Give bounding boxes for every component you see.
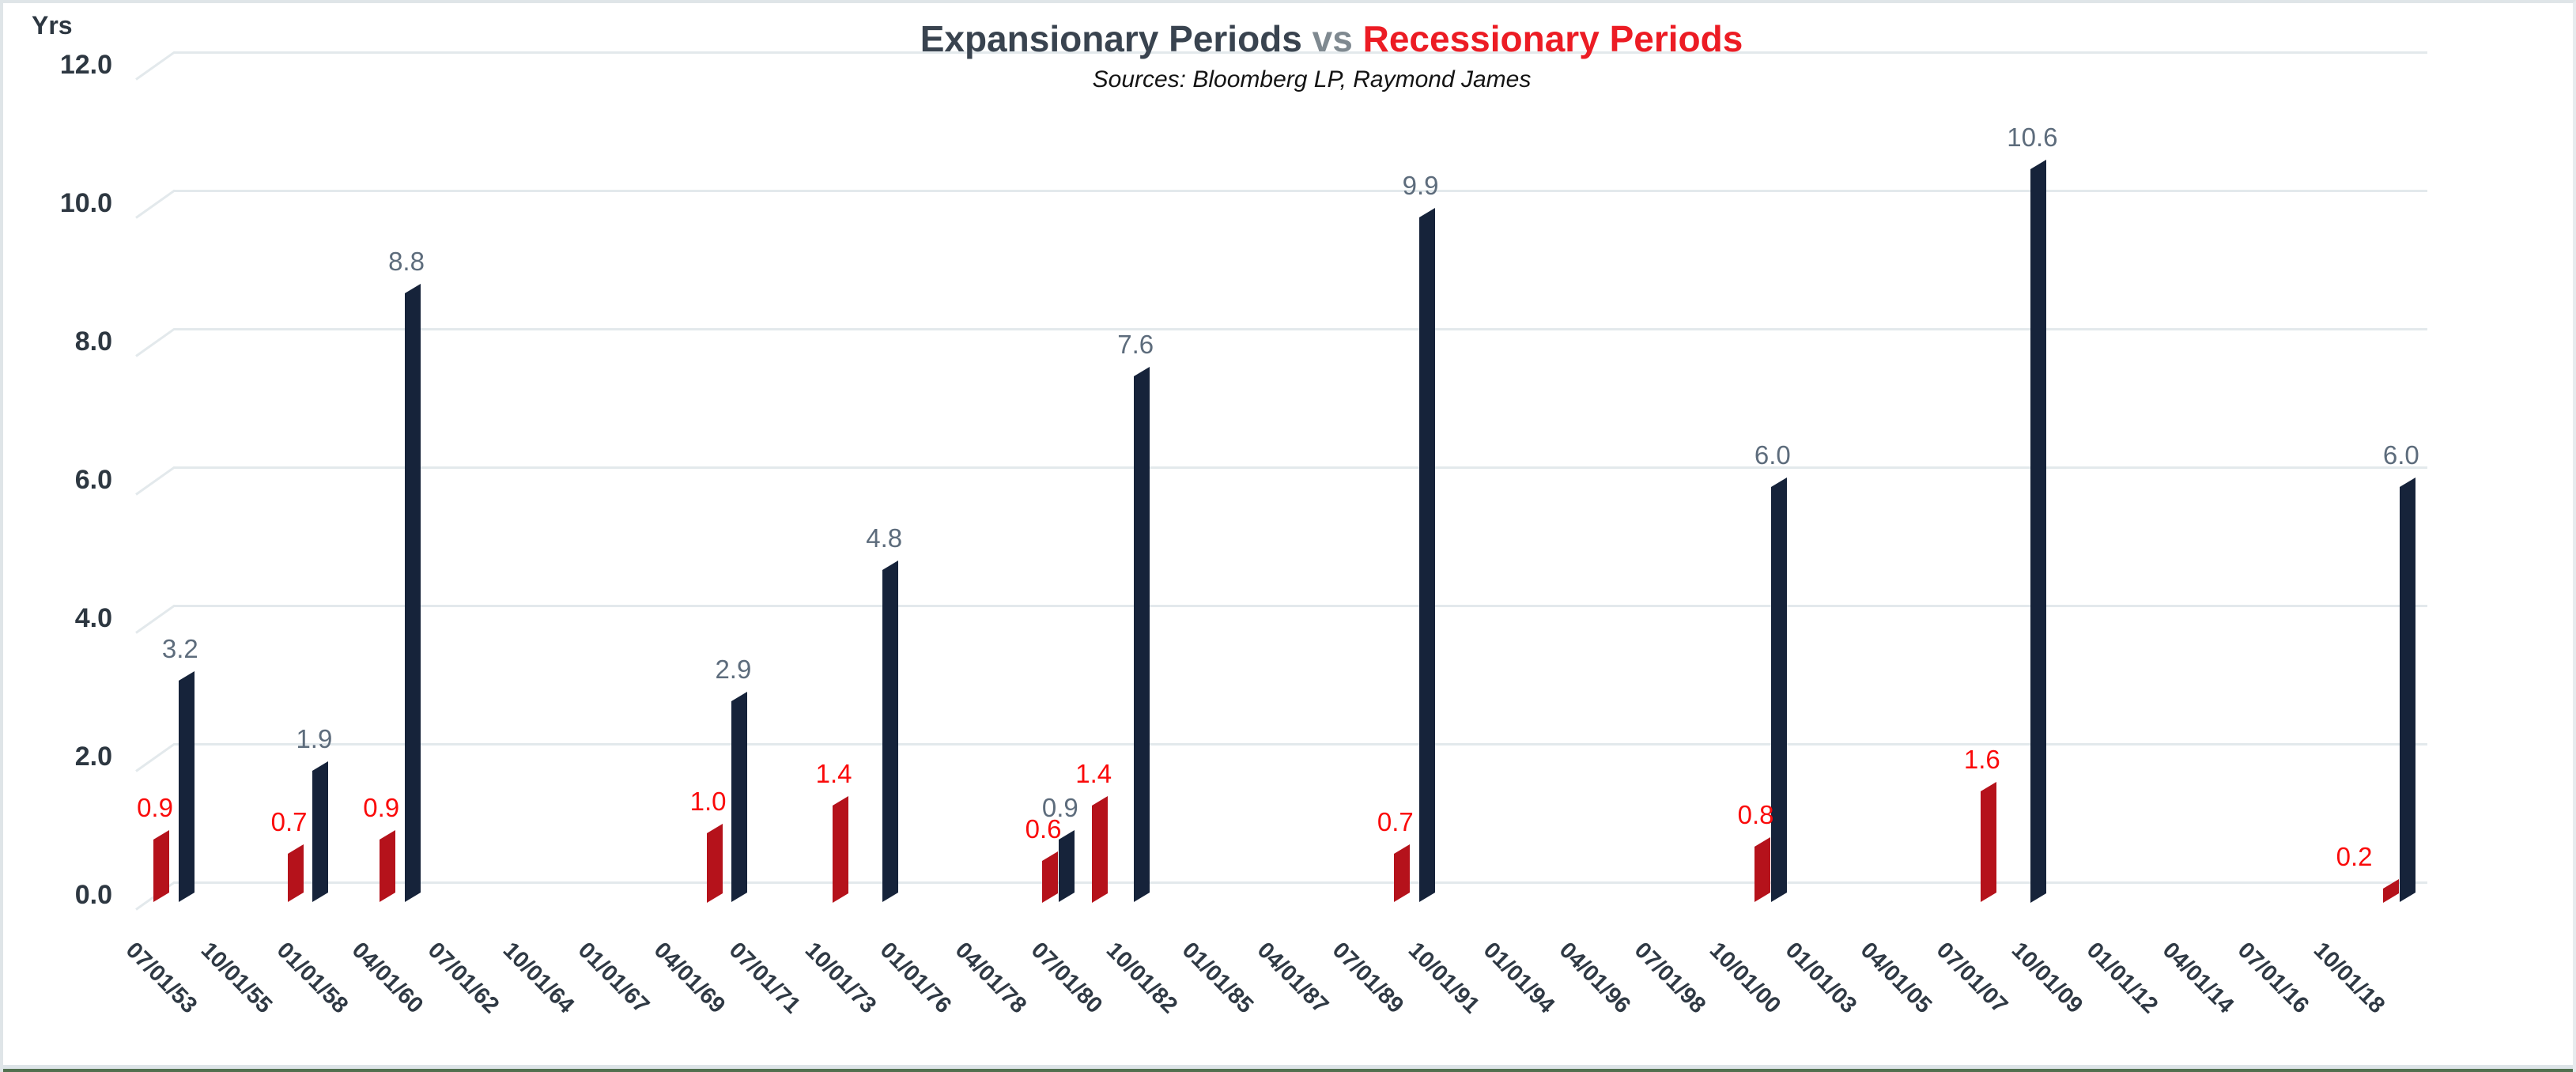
gridline-diagonal <box>135 189 176 219</box>
y-axis-title: Yrs <box>32 11 73 40</box>
y-tick-label: 6.0 <box>74 465 112 495</box>
gridline <box>174 881 2427 884</box>
gridline <box>174 190 2427 192</box>
gridline-diagonal <box>135 327 176 357</box>
gridline <box>174 605 2427 607</box>
bar-expansion <box>2399 477 2415 902</box>
gridline-diagonal <box>135 742 176 772</box>
y-tick-label: 2.0 <box>74 742 112 772</box>
y-tick-label: 8.0 <box>74 327 112 357</box>
bar-expansion <box>882 560 899 902</box>
y-tick-label: 10.0 <box>59 188 112 218</box>
gridline <box>174 743 2427 745</box>
bottom-accent-bar <box>3 1065 2573 1072</box>
chart-title: Expansionary Periods vs Recessionary Per… <box>90 17 2573 60</box>
y-tick-label: 12.0 <box>59 50 112 80</box>
bar-recession <box>706 823 723 902</box>
bar-label-expansion: 10.6 <box>2007 122 2058 152</box>
gridline-diagonal <box>135 604 176 634</box>
bar-label-recession: 0.8 <box>1737 800 1774 829</box>
y-tick-label: 0.0 <box>74 880 112 910</box>
chart-subtitle: Sources: Bloomberg LP, Raymond James <box>1092 66 1532 92</box>
bar-label-recession: 1.4 <box>1075 758 1112 788</box>
bar-label-recession: 0.2 <box>2336 841 2373 871</box>
bar-recession <box>153 830 169 902</box>
bar-label-recession: 0.7 <box>270 806 308 836</box>
bar-recession <box>1754 836 1770 902</box>
bar-label-expansion: 6.0 <box>1754 440 1791 470</box>
chart-title-recessionary: Recessionary Periods <box>1362 18 1743 59</box>
bar-recession <box>1393 844 1410 902</box>
chart-title-vs: vs <box>1301 18 1363 59</box>
bar-recession <box>1980 781 1996 902</box>
bar-label-recession: 0.6 <box>1025 813 1062 844</box>
gridline-diagonal <box>135 466 176 496</box>
gridline <box>174 51 2427 54</box>
bar-label-recession: 1.0 <box>689 786 727 816</box>
bar-label-recession: 0.9 <box>137 793 173 823</box>
bar-label-recession: 1.6 <box>1963 745 2000 774</box>
bar-expansion <box>1134 366 1150 902</box>
bar-label-expansion: 8.8 <box>388 247 425 276</box>
bar-label-expansion: 3.2 <box>161 634 198 663</box>
bar-expansion <box>1418 207 1435 902</box>
bar-expansion <box>178 670 195 902</box>
bar-label-expansion: 4.8 <box>866 523 903 553</box>
bar-label-expansion: 2.9 <box>715 655 752 685</box>
bar-recession <box>832 795 848 902</box>
bar-label-expansion: 7.6 <box>1117 330 1154 359</box>
bar-label-expansion: 6.0 <box>2382 440 2419 470</box>
bar-recession <box>380 830 396 902</box>
bar-expansion <box>2030 159 2047 902</box>
gridline <box>174 328 2427 330</box>
bar-recession <box>1041 851 1058 902</box>
chart-title-expansionary: Expansionary Periods <box>920 18 1302 59</box>
bar-label-recession: 0.7 <box>1377 806 1414 836</box>
bar-label-recession: 0.9 <box>363 793 400 823</box>
bar-label-recession: 1.4 <box>815 758 852 788</box>
bar-label-expansion: 1.9 <box>296 723 333 753</box>
y-tick-label: 4.0 <box>74 603 112 633</box>
gridline <box>174 466 2427 469</box>
bar-expansion <box>1770 477 1787 902</box>
bar-label-expansion: 9.9 <box>1402 170 1439 200</box>
bar-label-expansion: 0.9 <box>1041 793 1078 823</box>
bar-recession <box>287 844 304 902</box>
